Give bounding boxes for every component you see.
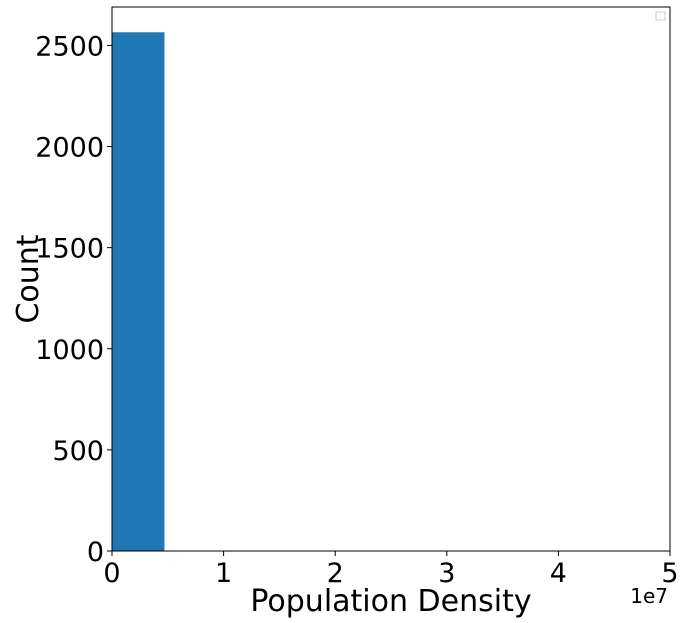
y-tick-label-0: 0 [87, 537, 104, 568]
x-tick-label-3: 3 [438, 558, 455, 589]
ticks-layer: 0 1 2 3 4 5 0 500 1000 1500 2000 2500 [35, 31, 678, 589]
x-tick-label-1: 1 [215, 558, 232, 589]
y-tick-label-1: 500 [52, 436, 104, 467]
x-tick-label-2: 2 [327, 558, 344, 589]
legend-box [655, 11, 666, 21]
y-tick-label-4: 2000 [35, 133, 104, 164]
y-tick-label-5: 2500 [35, 31, 104, 62]
x-tick-label-5: 5 [661, 558, 678, 589]
x-offset-label: 1e7 [630, 584, 668, 608]
x-tick-label-0: 0 [103, 558, 120, 589]
y-tick-label-2: 1000 [35, 335, 104, 366]
y-tick-label-3: 1500 [35, 234, 104, 265]
plot-frame [111, 6, 671, 552]
x-tick-label-4: 4 [550, 558, 567, 589]
x-axis-label: Population Density [250, 584, 531, 619]
y-axis-label: Count [11, 234, 46, 323]
histogram-bar-0 [112, 32, 165, 551]
plot-area [112, 7, 670, 551]
bars-layer [112, 32, 165, 551]
